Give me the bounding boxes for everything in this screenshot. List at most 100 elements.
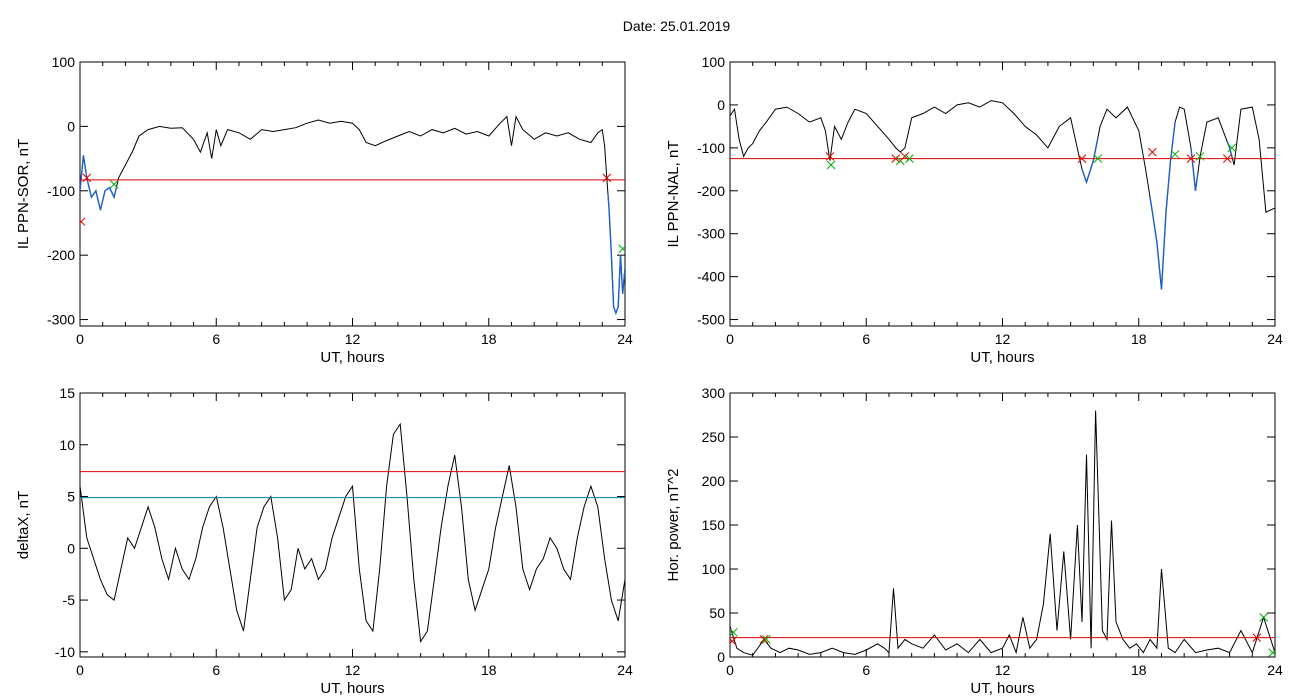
x-tick-label: 18 xyxy=(481,331,497,347)
marker-stroke xyxy=(1222,154,1232,163)
y-tick-label: 100 xyxy=(702,561,726,577)
event-marker xyxy=(618,244,625,254)
y-tick-label: -300 xyxy=(47,312,75,328)
x-tick-label: 0 xyxy=(726,331,734,347)
highlight-segment xyxy=(1149,122,1176,290)
x-tick-label: 0 xyxy=(726,662,734,678)
marker-stroke xyxy=(891,154,901,163)
marker-stroke xyxy=(109,179,119,189)
panel-ppn-nal: 0 6 12 18 24 100 0 -100 -200 -300 -400 -500 UT, hour… xyxy=(665,54,1283,366)
marker-stroke xyxy=(1077,154,1087,163)
event-marker xyxy=(826,160,836,170)
marker-stroke xyxy=(1195,152,1205,161)
marker-stroke xyxy=(761,635,771,644)
highlight-segment xyxy=(607,193,625,316)
y-tick-label: 100 xyxy=(52,54,76,70)
panel-deltax: 0 6 12 18 24 15 10 5 0 -5 -10 UT, hours deltaX, nT xyxy=(15,385,633,697)
y-tick-label: 10 xyxy=(59,437,75,453)
event-marker xyxy=(602,173,612,183)
y-tick-label: -100 xyxy=(697,140,725,156)
event-marker xyxy=(80,217,86,227)
marker-stroke xyxy=(1148,147,1157,157)
event-marker xyxy=(1222,154,1232,163)
marker-stroke xyxy=(825,152,835,161)
event-marker xyxy=(1268,648,1275,657)
event-marker xyxy=(825,152,835,161)
panel-hor-power: 0 6 12 18 24 300 250 200 150 100 50 0 UT, hours Hor. … xyxy=(665,385,1283,697)
y-tick-label: -200 xyxy=(697,183,725,199)
plot-frame xyxy=(729,61,1276,327)
data-series-line xyxy=(730,100,1275,290)
event-marker xyxy=(905,154,914,163)
event-marker xyxy=(759,635,769,644)
marker-stroke xyxy=(618,245,625,254)
event-marker xyxy=(900,152,910,161)
event-marker xyxy=(1170,149,1180,159)
x-tick-label: 6 xyxy=(212,331,220,347)
x-tick-label: 24 xyxy=(1267,662,1283,678)
event-marker xyxy=(761,635,771,644)
y-tick-label: -100 xyxy=(47,183,75,199)
marker-stroke xyxy=(826,160,836,170)
marker-stroke xyxy=(602,173,612,183)
event-marker xyxy=(1259,613,1268,622)
x-tick-label: 18 xyxy=(1131,662,1147,678)
x-tick-label: 6 xyxy=(212,662,220,678)
y-tick-label: -500 xyxy=(697,312,725,328)
event-marker xyxy=(109,179,119,189)
highlight-segment xyxy=(1081,137,1099,185)
y-tick-label: -300 xyxy=(697,226,725,242)
y-tick-label: -400 xyxy=(697,269,725,285)
marker-stroke xyxy=(759,635,769,644)
x-tick-label: 18 xyxy=(1131,331,1147,347)
y-tick-label: 50 xyxy=(709,605,725,621)
event-marker xyxy=(1195,152,1205,161)
y-tick-label: 250 xyxy=(702,429,726,445)
y-tick-label: 0 xyxy=(67,118,75,134)
x-axis-title: UT, hours xyxy=(320,680,384,697)
plot-area xyxy=(730,100,1275,290)
event-marker xyxy=(1077,154,1087,163)
panel-ppn-sor: 0 6 12 18 24 100 0 -100 -200 -300 UT, hours IL PPN-… xyxy=(15,54,633,366)
x-axis-title: UT, hours xyxy=(320,349,384,366)
marker-stroke xyxy=(1268,649,1275,657)
event-marker xyxy=(891,154,901,163)
y-tick-label: -200 xyxy=(47,247,75,263)
plot-area xyxy=(730,410,1275,657)
highlight-segment xyxy=(1190,147,1199,191)
marker-stroke xyxy=(82,173,92,183)
marker-stroke xyxy=(1227,143,1237,153)
y-tick-label: 0 xyxy=(67,540,75,556)
y-tick-label: 100 xyxy=(702,54,726,70)
y-axis-title: deltaX, nT xyxy=(15,491,32,559)
marker-stroke xyxy=(1093,154,1103,163)
marker-stroke xyxy=(1259,613,1268,622)
x-tick-label: 0 xyxy=(76,331,84,347)
y-tick-label: 15 xyxy=(59,385,75,401)
x-tick-label: 0 xyxy=(76,662,84,678)
marker-stroke xyxy=(1252,633,1262,642)
y-tick-label: 0 xyxy=(717,649,725,665)
data-series-line xyxy=(730,410,1275,656)
y-tick-label: 150 xyxy=(702,517,726,533)
highlight-segment xyxy=(80,155,117,211)
x-tick-label: 24 xyxy=(617,662,633,678)
x-tick-label: 6 xyxy=(862,331,870,347)
y-tick-label: -10 xyxy=(55,644,75,660)
marker-stroke xyxy=(730,636,737,645)
event-marker xyxy=(1093,154,1103,163)
y-tick-label: 0 xyxy=(717,97,725,113)
y-axis-title: Hor. power, nT^2 xyxy=(665,469,682,582)
data-series-line xyxy=(80,115,625,315)
plot-frame xyxy=(79,392,626,658)
event-marker xyxy=(730,628,738,637)
event-marker xyxy=(1148,147,1157,157)
event-marker xyxy=(1252,633,1262,642)
marker-stroke xyxy=(1170,149,1180,159)
x-tick-label: 6 xyxy=(862,662,870,678)
marker-stroke xyxy=(1186,154,1196,163)
x-tick-label: 12 xyxy=(995,662,1011,678)
y-axis-title: IL PPN-NAL, nT xyxy=(665,141,682,248)
marker-stroke xyxy=(905,154,914,163)
event-marker xyxy=(1186,154,1196,163)
